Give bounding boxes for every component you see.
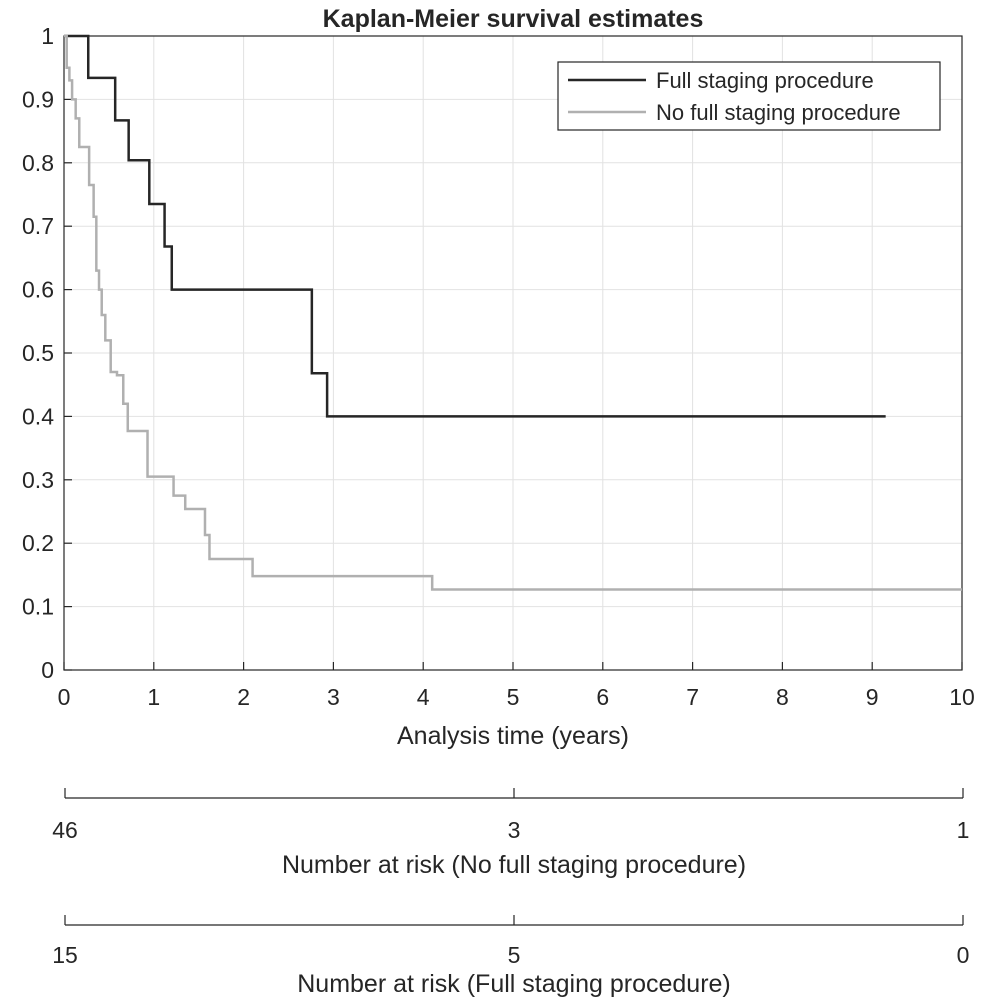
- y-tick-label: 0.9: [22, 86, 54, 112]
- y-axis: 0 0.1 0.2 0.3 0.4 0.5 0.6 0.7 0.8 0.9 1: [22, 23, 72, 683]
- risk-count: 46: [52, 817, 78, 843]
- grid-lines: [63, 35, 963, 671]
- survival-curves: [64, 34, 962, 591]
- x-tick-label: 4: [417, 684, 430, 710]
- x-tick-label: 3: [327, 684, 340, 710]
- risk-count: 1: [957, 817, 970, 843]
- y-tick-label: 0: [41, 657, 54, 683]
- y-tick-label: 0.7: [22, 213, 54, 239]
- series-line-full-staging: [64, 34, 886, 418]
- risk-count: 15: [52, 942, 78, 968]
- legend-label-full-staging: Full staging procedure: [656, 68, 874, 93]
- x-tick-label: 1: [147, 684, 160, 710]
- x-tick-label: 8: [776, 684, 789, 710]
- x-axis-label: Analysis time (years): [397, 722, 629, 750]
- risk-axis-no-full-staging: [64, 788, 964, 799]
- x-tick-label: 2: [237, 684, 250, 710]
- x-tick-label: 9: [866, 684, 879, 710]
- risk-table-label: Number at risk (Full staging procedure): [297, 970, 731, 998]
- risk-count: 0: [957, 942, 970, 968]
- y-tick-label: 0.3: [22, 467, 54, 493]
- chart-title: Kaplan-Meier survival estimates: [323, 5, 704, 33]
- y-tick-label: 0.2: [22, 530, 54, 556]
- y-tick-label: 0.1: [22, 594, 54, 620]
- y-tick-label: 0.4: [22, 403, 54, 429]
- x-axis: 0 1 2 3 4 5 6 7 8 9 10: [58, 662, 975, 710]
- x-tick-label: 6: [596, 684, 609, 710]
- risk-table-full-staging: 15 5 0 Number at risk (Full staging proc…: [52, 915, 969, 998]
- risk-table-no-full-staging: 46 3 1 Number at risk (No full staging p…: [52, 788, 969, 879]
- x-tick-label: 5: [507, 684, 520, 710]
- y-tick-label: 0.6: [22, 277, 54, 303]
- risk-count: 5: [508, 942, 521, 968]
- x-tick-label: 0: [58, 684, 71, 710]
- y-tick-label: 1: [41, 23, 54, 49]
- y-tick-label: 0.8: [22, 150, 54, 176]
- legend-box: [557, 61, 941, 131]
- risk-count: 3: [508, 817, 521, 843]
- y-tick-label: 0.5: [22, 340, 54, 366]
- x-tick-label: 10: [949, 684, 975, 710]
- x-tick-label: 7: [686, 684, 699, 710]
- legend-label-no-full-staging: No full staging procedure: [656, 100, 901, 125]
- risk-table-label: Number at risk (No full staging procedur…: [282, 851, 746, 879]
- legend: Full staging procedure No full staging p…: [557, 61, 941, 131]
- risk-axis-full-staging: [64, 915, 964, 926]
- series-line-no-full-staging: [64, 34, 962, 591]
